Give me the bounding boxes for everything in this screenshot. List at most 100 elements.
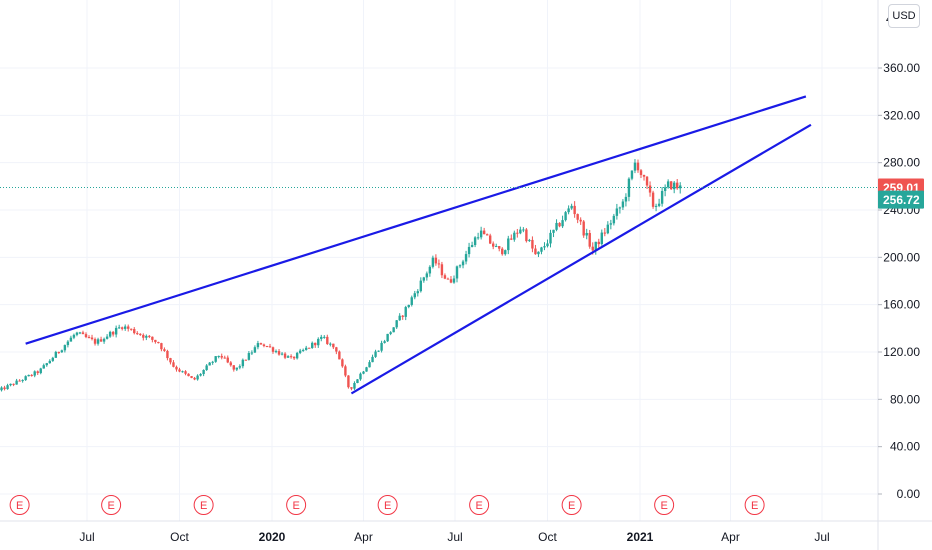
candle-body: [492, 243, 495, 247]
candle-body: [338, 351, 341, 360]
earnings-marker[interactable]: E: [377, 495, 398, 515]
candle-body: [202, 369, 205, 375]
price-tag-last: 256.72: [878, 190, 924, 209]
candle-body: [606, 224, 610, 234]
earnings-marker[interactable]: E: [469, 495, 490, 515]
candle-body: [386, 333, 389, 342]
candle-body: [672, 182, 676, 190]
candle-body: [280, 353, 284, 355]
y-tick-label: 280.00: [883, 156, 920, 170]
candle-body: [576, 214, 579, 220]
candle-body: [633, 162, 637, 171]
svg-text:256.72: 256.72: [883, 193, 920, 207]
candle-body: [39, 368, 42, 374]
candle-body: [247, 353, 251, 360]
candle-body: [582, 221, 585, 236]
candle-body: [609, 223, 613, 225]
candle-body: [597, 241, 600, 245]
candle-body: [362, 371, 365, 374]
candle-body: [253, 347, 257, 353]
candle-body: [588, 232, 591, 247]
candle-body: [534, 248, 537, 255]
svg-text:E: E: [475, 500, 482, 512]
candle-body: [244, 359, 248, 361]
candle-body: [365, 367, 368, 372]
candle-body: [69, 337, 73, 342]
trendline-lower[interactable]: [350, 123, 812, 395]
candle-body: [169, 358, 172, 363]
candle-body: [323, 336, 326, 338]
x-tick-label: 2021: [627, 530, 654, 544]
candle-body: [114, 327, 118, 335]
candle-body: [561, 220, 564, 227]
candle-body: [181, 371, 184, 373]
candle-body: [461, 261, 465, 266]
candle-body: [437, 263, 441, 265]
x-tick-label: Jul: [814, 530, 829, 544]
candle-body: [211, 361, 214, 363]
candle-body: [223, 357, 226, 359]
candle-body: [488, 235, 492, 244]
candle-body: [636, 162, 640, 171]
candle-body: [90, 337, 94, 340]
candle-body: [495, 246, 498, 248]
candle-body: [446, 278, 450, 280]
candle-body: [455, 266, 459, 279]
candle-body: [51, 357, 55, 361]
candle-body: [298, 350, 302, 353]
candle-body: [669, 181, 673, 190]
candle-body: [75, 332, 79, 335]
earnings-marker[interactable]: E: [101, 495, 122, 515]
candle-body: [676, 182, 679, 189]
candle-body: [57, 351, 61, 353]
candle-body: [404, 307, 407, 317]
candle-body: [467, 246, 471, 255]
candle-body: [618, 207, 622, 209]
candle-body: [410, 297, 413, 305]
y-axis-ticks: 0.0040.0080.00120.00160.00200.00240.0028…: [878, 12, 920, 501]
candle-body: [666, 181, 670, 188]
candle-body: [383, 341, 386, 343]
candle-body: [510, 238, 513, 240]
candle-body: [507, 238, 510, 251]
y-tick-label: 160.00: [883, 298, 920, 312]
candle-body: [335, 347, 338, 352]
earnings-marker[interactable]: E: [654, 495, 675, 515]
candle-body: [142, 334, 145, 338]
trendlines[interactable]: [25, 95, 812, 395]
earnings-marker[interactable]: E: [193, 495, 214, 515]
candle-body: [422, 277, 426, 281]
candle-body: [380, 342, 383, 351]
trendline-upper[interactable]: [25, 95, 807, 345]
candle-body: [166, 350, 169, 359]
candle-body: [45, 363, 48, 366]
candle-body: [27, 374, 30, 377]
candle-body: [648, 185, 652, 193]
candle-body: [594, 241, 597, 251]
currency-button[interactable]: USD: [888, 4, 920, 28]
earnings-marker[interactable]: E: [9, 495, 30, 515]
candle-body: [416, 291, 419, 294]
candle-body: [292, 356, 296, 359]
candle-body: [464, 254, 468, 262]
candle-body: [232, 365, 235, 370]
candle-body: [15, 380, 18, 385]
candle-body: [60, 350, 64, 353]
candle-body: [157, 341, 160, 344]
candle-body: [612, 215, 616, 224]
earnings-marker[interactable]: E: [561, 495, 582, 515]
candle-body: [443, 275, 447, 279]
candle-body: [78, 332, 82, 334]
candle-body: [627, 178, 631, 197]
earnings-marker[interactable]: E: [286, 495, 307, 515]
earnings-marker[interactable]: E: [744, 495, 765, 515]
candle-body: [72, 334, 76, 338]
candle-body: [570, 205, 573, 209]
candle-body: [353, 383, 356, 389]
candle-body: [66, 341, 70, 346]
candle-body: [256, 343, 260, 348]
